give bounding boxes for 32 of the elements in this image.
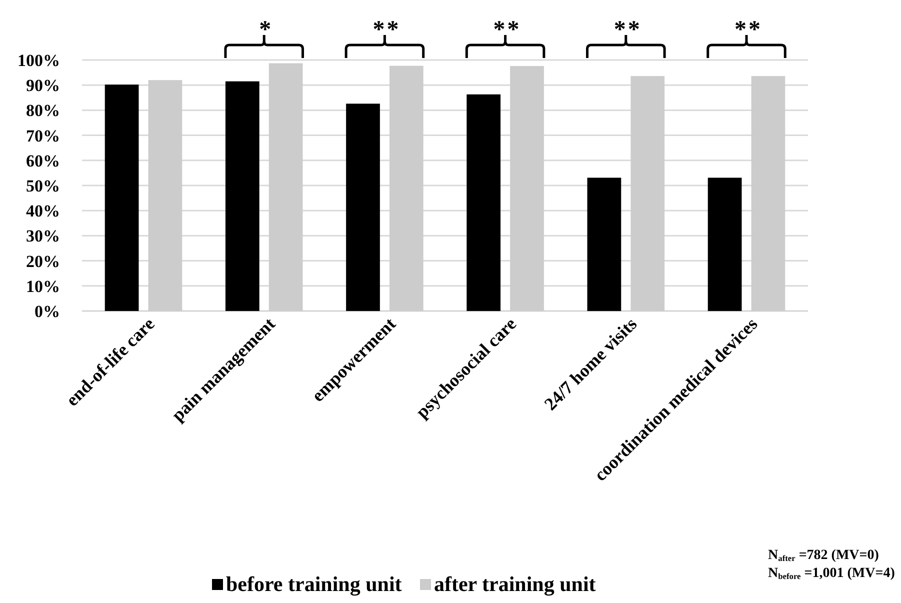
bar <box>346 104 380 311</box>
bar <box>510 66 544 311</box>
y-tick-label: 60% <box>26 151 60 170</box>
y-tick-label: 0% <box>34 302 60 321</box>
text: N$_{before}$ =1,001 (MV=4) <box>768 566 896 581</box>
text: * * <box>734 17 760 43</box>
y-tick-label: 40% <box>26 202 60 221</box>
bar <box>708 178 742 311</box>
y-tick-label: 20% <box>26 252 60 271</box>
y-tick-label: 10% <box>26 276 60 296</box>
bar <box>225 81 260 311</box>
legend-label: before training unit <box>226 572 402 596</box>
bar <box>630 76 665 311</box>
text: * * <box>372 17 398 43</box>
y-tick-label: 90% <box>26 76 60 96</box>
y-tick-label: 70% <box>26 126 60 146</box>
bar <box>751 76 786 311</box>
text: * * <box>614 17 639 43</box>
legend-label: after training unit <box>434 572 596 596</box>
bar <box>389 66 424 311</box>
bar <box>268 63 303 311</box>
text: * * <box>493 17 518 43</box>
bar <box>587 178 622 311</box>
y-tick-label: 30% <box>26 226 60 246</box>
text: * <box>259 17 270 43</box>
bar <box>148 80 182 311</box>
y-tick-label: 50% <box>26 176 60 196</box>
y-tick-label: 80% <box>26 101 60 120</box>
bar <box>466 94 501 311</box>
y-tick-label: 100% <box>18 50 60 70</box>
text: N$_{after}$ =782 (MV=0) <box>768 548 880 563</box>
bar <box>104 84 139 311</box>
